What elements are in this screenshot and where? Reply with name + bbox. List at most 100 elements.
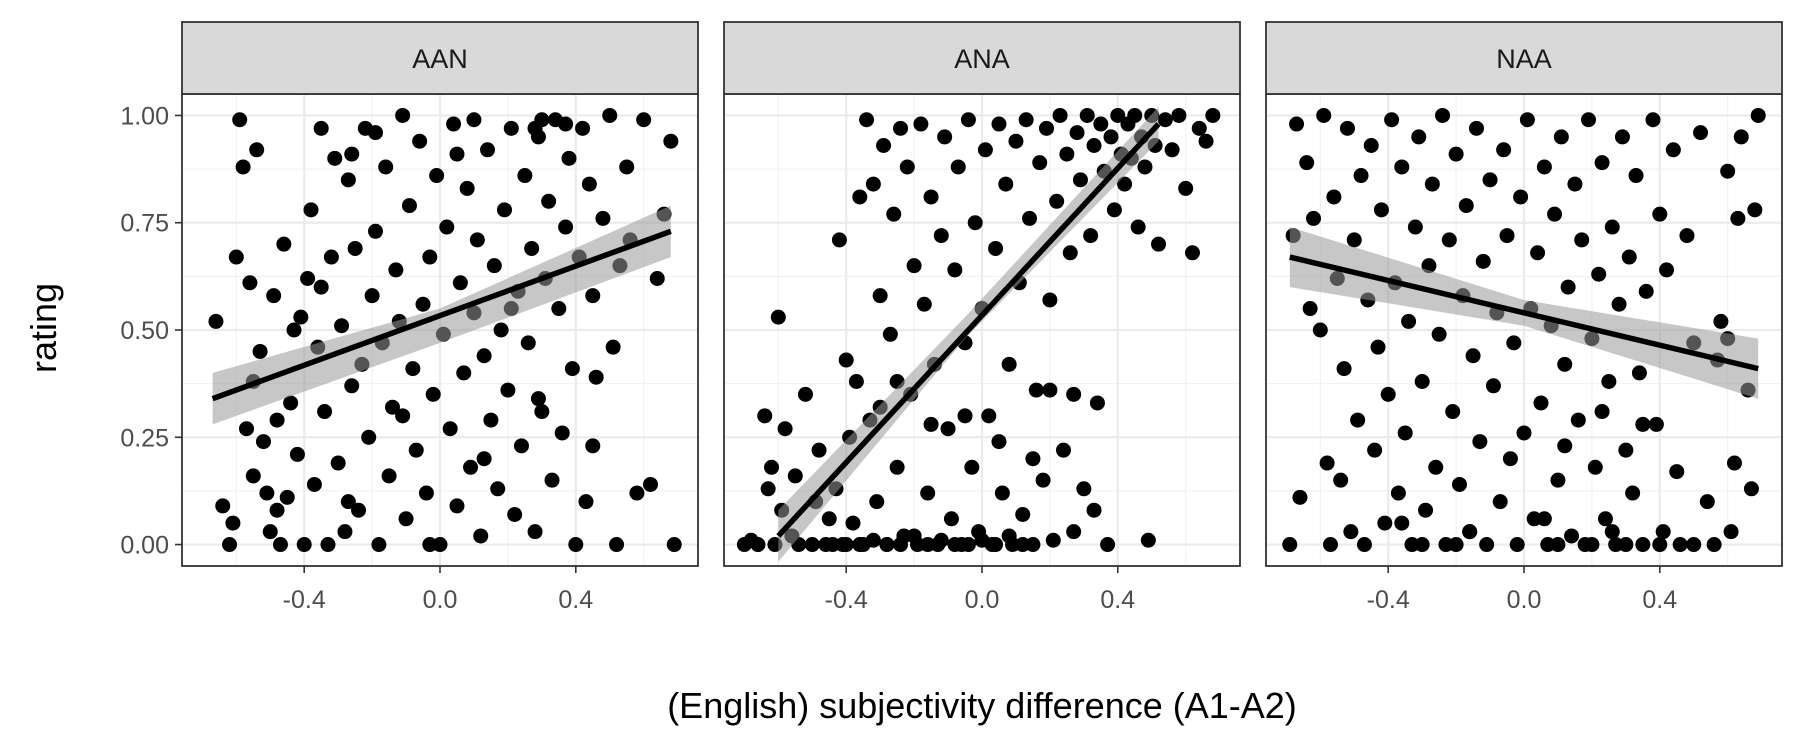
confidence-band xyxy=(778,106,1159,562)
data-point xyxy=(1106,202,1122,218)
data-point xyxy=(564,361,580,377)
y-axis: 0.00 0.25 0.50 0.75 1.00 xyxy=(120,102,182,560)
data-point xyxy=(442,421,458,437)
data-point xyxy=(1401,313,1417,329)
panels-layer: AAN -0.4 0.0 0.4 ANA -0.4 0.0 0.4 NAA -0.4 0.0 0.4 xyxy=(181,21,1783,614)
data-point xyxy=(595,210,611,226)
data-point xyxy=(825,537,841,553)
data-point xyxy=(1706,537,1722,553)
y-tick-label: 1.00 xyxy=(120,102,169,130)
data-point xyxy=(1069,125,1085,141)
data-point xyxy=(1137,159,1153,175)
data-point xyxy=(1652,537,1668,553)
data-point xyxy=(764,459,780,475)
data-point xyxy=(1584,537,1600,553)
data-point xyxy=(476,451,492,467)
facet-strip-label: NAA xyxy=(1496,44,1552,74)
data-point xyxy=(279,489,295,505)
data-point xyxy=(245,468,261,484)
data-point xyxy=(313,279,329,295)
data-point xyxy=(575,120,591,136)
data-point xyxy=(865,176,881,192)
data-point xyxy=(865,532,881,548)
data-point xyxy=(1191,120,1207,136)
data-point xyxy=(1164,142,1180,158)
data-point xyxy=(876,137,892,153)
data-point xyxy=(1171,107,1187,123)
data-point xyxy=(1468,120,1484,136)
data-point xyxy=(1292,489,1308,505)
data-point xyxy=(1424,176,1440,192)
data-point xyxy=(476,348,492,364)
data-point xyxy=(933,228,949,244)
data-point xyxy=(1435,107,1451,123)
regression-line xyxy=(211,228,672,402)
data-point xyxy=(663,133,679,149)
data-point xyxy=(1052,107,1068,123)
data-point xyxy=(334,318,350,334)
data-point xyxy=(568,537,584,553)
data-point xyxy=(1411,129,1427,145)
data-point xyxy=(1282,537,1298,553)
data-point xyxy=(344,378,360,394)
data-point xyxy=(255,434,271,450)
data-point xyxy=(1611,296,1627,312)
data-point xyxy=(920,485,936,501)
data-point xyxy=(619,159,635,175)
data-point xyxy=(1441,232,1457,248)
data-point xyxy=(666,537,682,553)
data-point xyxy=(503,120,519,136)
data-point xyxy=(770,309,786,325)
data-point xyxy=(1448,146,1464,162)
data-point xyxy=(429,168,445,184)
data-point xyxy=(1591,266,1607,282)
data-point xyxy=(787,468,803,484)
data-point xyxy=(1730,210,1746,226)
data-point xyxy=(449,498,465,514)
data-point xyxy=(381,468,397,484)
data-point xyxy=(1079,107,1095,123)
data-point xyxy=(950,159,966,175)
x-tick-label: -0.4 xyxy=(1367,586,1410,614)
data-point xyxy=(1316,107,1332,123)
data-point xyxy=(960,112,976,128)
data-point xyxy=(497,202,512,218)
y-tick-label: 0.50 xyxy=(120,317,169,345)
data-point xyxy=(1306,210,1322,226)
y-axis-title: rating xyxy=(23,283,64,373)
data-point xyxy=(1747,202,1763,218)
data-point xyxy=(1743,481,1759,497)
data-point xyxy=(1117,176,1133,192)
data-point xyxy=(585,438,601,454)
data-point xyxy=(869,494,885,510)
data-point xyxy=(1553,129,1569,145)
data-point xyxy=(266,288,282,304)
data-point xyxy=(293,309,309,325)
data-point xyxy=(483,412,499,428)
data-point xyxy=(1475,253,1491,269)
data-point xyxy=(323,249,339,265)
data-point xyxy=(1346,232,1362,248)
data-point xyxy=(1655,524,1671,540)
data-point xyxy=(1356,537,1372,553)
data-point xyxy=(1482,172,1498,188)
data-point xyxy=(882,326,898,342)
data-point xyxy=(208,313,224,329)
data-point xyxy=(947,537,963,553)
data-point xyxy=(1519,112,1535,128)
data-point xyxy=(1594,155,1610,171)
data-point xyxy=(1140,532,1156,548)
data-point xyxy=(838,352,854,368)
data-point xyxy=(473,528,489,544)
data-point xyxy=(456,365,472,381)
data-point xyxy=(879,537,895,553)
data-point xyxy=(1350,412,1366,428)
data-point xyxy=(1570,412,1586,428)
data-point xyxy=(991,434,1007,450)
data-point xyxy=(804,537,820,553)
data-point xyxy=(1557,438,1573,454)
data-point xyxy=(408,442,424,458)
data-point xyxy=(920,537,936,553)
data-point xyxy=(1574,232,1590,248)
panel-ana: ANA -0.4 0.0 0.4 xyxy=(723,21,1241,614)
